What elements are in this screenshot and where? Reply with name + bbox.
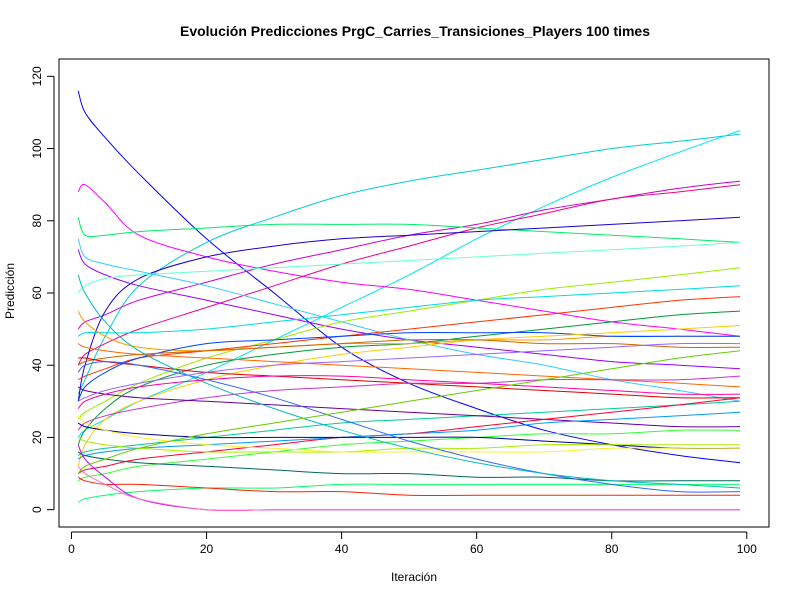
y-axis-label: Predicción (3, 263, 17, 319)
y-tick-label-0: 0 (30, 506, 44, 513)
x-axis: 0 20 40 60 80 100 (68, 531, 757, 556)
series-line-39 (77, 375, 741, 409)
y-axis: 0 20 40 60 80 100 120 (30, 66, 55, 513)
x-tick-label-3: 60 (470, 542, 484, 556)
series-line-17 (77, 331, 740, 402)
series-line-36 (77, 361, 741, 493)
x-tick-label-4: 80 (605, 542, 619, 556)
series-line-10 (77, 241, 741, 294)
series-line-9 (77, 249, 741, 370)
series-layer (77, 90, 741, 511)
y-tick-label-6: 120 (30, 66, 44, 86)
x-axis-label: Iteración (391, 570, 437, 584)
series-line-27 (77, 429, 741, 482)
y-tick-label-5: 100 (30, 138, 44, 158)
x-tick-label-1: 20 (200, 542, 214, 556)
series-line-30 (77, 415, 740, 453)
x-tick-label-2: 40 (335, 542, 349, 556)
series-line-8 (77, 216, 741, 402)
series-line-23 (77, 400, 741, 456)
series-line-18 (77, 325, 741, 467)
series-line-13 (77, 285, 741, 337)
y-tick-label-2: 40 (30, 358, 44, 372)
series-line-35 (77, 465, 740, 511)
series-line-15 (77, 310, 741, 445)
y-tick-label-1: 20 (30, 430, 44, 444)
x-tick-label-0: 0 (68, 542, 75, 556)
y-tick-label-3: 60 (30, 286, 44, 300)
series-line-31 (77, 451, 740, 482)
x-tick-label-5: 100 (737, 542, 757, 556)
plot-frame (58, 58, 770, 528)
y-tick-label-4: 80 (30, 214, 44, 228)
series-line-33 (77, 476, 740, 496)
chart-title: Evolución Predicciones PrgC_Carries_Tran… (180, 23, 650, 39)
series-line-12 (77, 267, 741, 420)
series-line-32 (77, 483, 741, 503)
series-line-19 (77, 338, 741, 366)
series-line-3 (77, 130, 741, 438)
series-line-38 (77, 342, 741, 402)
series-line-22 (77, 375, 741, 431)
series-line-14 (77, 296, 741, 381)
series-line-37 (77, 274, 741, 489)
series-line-40 (77, 350, 741, 474)
series-line-7 (77, 217, 741, 243)
series-line-2 (77, 133, 741, 395)
